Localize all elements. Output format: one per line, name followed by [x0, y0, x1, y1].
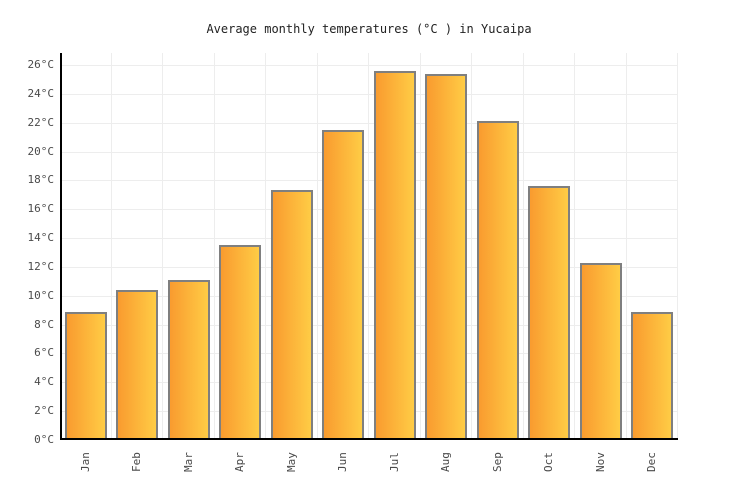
- bar-jul: [373, 70, 416, 440]
- y-tick-label: 20°C: [27, 144, 55, 158]
- gridline-vertical: [471, 53, 472, 440]
- x-tick-label-oct: Oct: [542, 452, 556, 472]
- gridline-horizontal: [60, 266, 678, 268]
- gridline-horizontal: [60, 180, 678, 182]
- y-tick-label: 12°C: [27, 259, 55, 273]
- y-tick-label: 18°C: [27, 173, 55, 187]
- x-tick-label-apr: Apr: [233, 452, 247, 472]
- gridline-vertical: [111, 53, 112, 440]
- gridline-horizontal: [60, 411, 678, 413]
- x-tick-label-dec: Dec: [645, 452, 659, 472]
- chart-title: Average monthly temperatures (°C ) in Yu…: [206, 22, 532, 36]
- bar-jun: [322, 129, 365, 440]
- gridline-horizontal: [60, 295, 678, 297]
- y-tick-label: 6°C: [34, 346, 54, 360]
- y-tick-label: 26°C: [27, 58, 55, 71]
- gridline-horizontal: [60, 122, 678, 124]
- y-tick-label: 22°C: [27, 115, 55, 129]
- y-tick-label: 10°C: [27, 288, 55, 302]
- gridline-horizontal: [60, 324, 678, 326]
- bar-dec: [631, 311, 674, 440]
- x-tick-label-may: May: [284, 452, 298, 472]
- gridline-horizontal: [60, 382, 678, 384]
- x-tick-label-nov: Nov: [593, 452, 607, 472]
- gridline-horizontal: [60, 65, 678, 66]
- gridline-horizontal: [60, 151, 678, 153]
- y-tick-label: 24°C: [27, 86, 55, 100]
- x-tick-label-sep: Sep: [490, 452, 504, 472]
- gridline-horizontal: [60, 353, 678, 355]
- x-tick-label-jun: Jun: [336, 452, 350, 472]
- bar-aug: [425, 73, 468, 440]
- gridline-vertical: [214, 53, 215, 440]
- gridline-horizontal: [60, 238, 678, 240]
- x-tick-label-jul: Jul: [387, 452, 401, 472]
- gridline-vertical: [265, 53, 266, 440]
- y-tick-label: 16°C: [27, 202, 55, 216]
- bar-apr: [219, 245, 262, 440]
- x-axis-line: [60, 438, 678, 440]
- bar-nov: [579, 262, 622, 440]
- x-tick-label-aug: Aug: [439, 452, 453, 472]
- bar-sep: [476, 121, 519, 440]
- y-tick-label: 14°C: [27, 231, 55, 245]
- bar-mar: [167, 279, 210, 440]
- gridline-vertical: [523, 53, 524, 440]
- bar-oct: [528, 186, 571, 440]
- y-axis-line: [60, 53, 62, 440]
- x-tick-label-feb: Feb: [130, 452, 144, 472]
- gridline-vertical: [368, 53, 369, 440]
- y-tick-label: 2°C: [34, 404, 54, 418]
- y-tick-label: 8°C: [34, 317, 54, 331]
- gridline-vertical: [574, 53, 575, 440]
- y-tick-label: 4°C: [34, 375, 54, 389]
- bar-feb: [116, 290, 159, 440]
- x-tick-label-jan: Jan: [78, 452, 92, 472]
- gridline-vertical: [162, 53, 163, 440]
- gridline-vertical: [420, 53, 421, 440]
- gridline-vertical: [317, 53, 318, 440]
- bar-may: [270, 190, 313, 440]
- plot-area: [60, 53, 678, 440]
- gridline-horizontal: [60, 93, 678, 95]
- gridline-horizontal: [60, 209, 678, 211]
- x-tick-label-mar: Mar: [181, 452, 195, 472]
- gridline-vertical: [626, 53, 627, 440]
- gridline-vertical: [677, 53, 678, 440]
- y-tick-label: 0°C: [34, 433, 54, 446]
- bar-jan: [64, 311, 107, 440]
